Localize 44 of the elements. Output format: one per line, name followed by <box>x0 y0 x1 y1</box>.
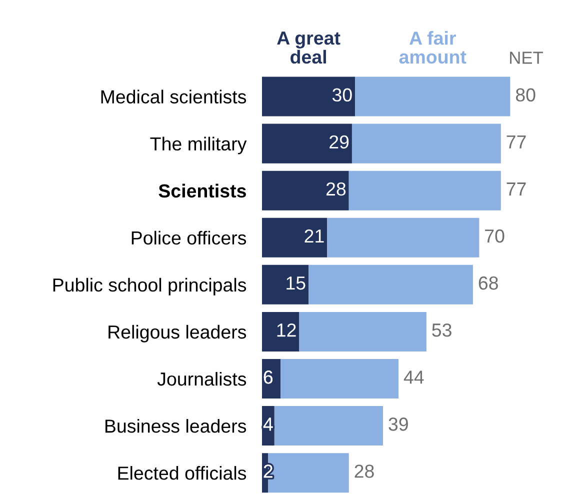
data-label: 21 <box>304 229 324 242</box>
bar <box>262 170 349 210</box>
data-label: 12 <box>277 323 296 337</box>
y-tick-label: The military <box>150 136 247 154</box>
bar <box>262 124 352 164</box>
data-label: 15 <box>286 276 306 290</box>
total-label: 77 <box>506 136 526 148</box>
y-tick-label: Medical scientists <box>101 90 246 104</box>
bar <box>355 76 510 116</box>
y-tick-label: Religous leaders <box>108 324 246 342</box>
bar <box>262 312 300 352</box>
y-tick-label: Police officers <box>132 230 246 245</box>
total-label: 53 <box>432 323 452 337</box>
data-label: 6 <box>264 370 273 384</box>
data-label: 30 <box>332 88 352 102</box>
y-tick-label: Journalists <box>157 372 246 386</box>
bar <box>262 76 356 116</box>
bar <box>308 264 473 304</box>
series-label: A fair amount <box>399 31 466 64</box>
bar <box>352 124 501 164</box>
bar <box>280 359 399 399</box>
total-label: 44 <box>404 370 424 384</box>
bar <box>262 264 309 304</box>
total-label: 80 <box>516 88 536 102</box>
series-label: A great deal <box>277 32 340 64</box>
data-label: 2 <box>264 464 272 478</box>
y-tick-label: Elected officials <box>118 466 246 480</box>
total-label: 77 <box>506 182 526 196</box>
y-tick-label: Public school principals <box>53 278 246 296</box>
text: NET <box>510 52 543 64</box>
total-label: 70 <box>485 229 504 243</box>
data-label: 4 <box>263 418 273 431</box>
data-label: 29 <box>330 135 349 149</box>
bar <box>262 218 328 258</box>
bar <box>274 406 383 446</box>
bar <box>299 312 426 352</box>
bar <box>327 218 480 258</box>
y-tick-label: Business leaders <box>105 419 246 433</box>
total-label: 68 <box>478 276 498 290</box>
data-label: 28 <box>326 182 346 196</box>
bar <box>348 170 501 210</box>
y-tick-label: Scientists <box>158 184 246 198</box>
total-label: 39 <box>388 418 408 431</box>
total-label: 28 <box>354 464 374 478</box>
